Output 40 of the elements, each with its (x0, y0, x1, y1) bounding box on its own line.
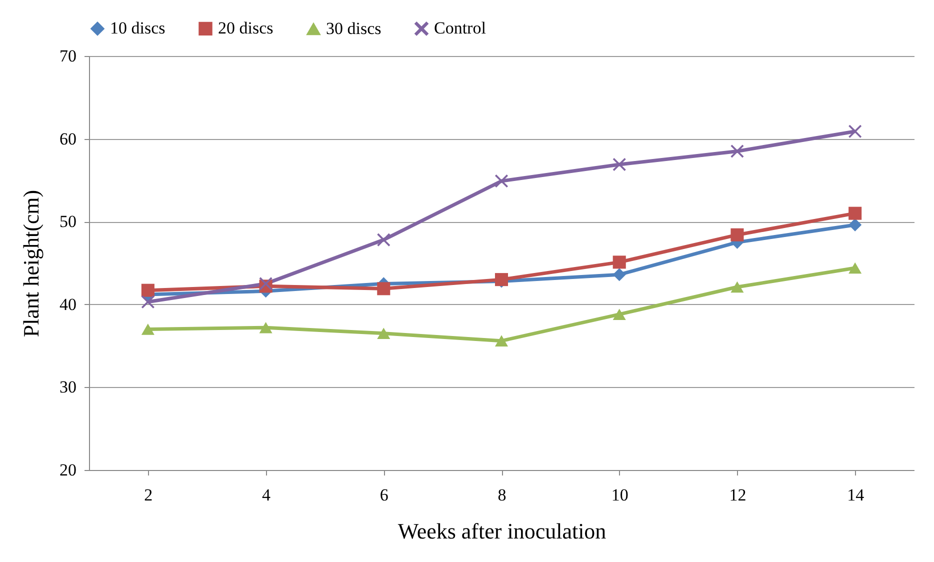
y-tick-label: 70 (60, 46, 76, 66)
point (141, 295, 154, 308)
point (730, 281, 744, 293)
point (141, 324, 154, 335)
y-tick-label: 40 (60, 294, 76, 314)
point (730, 228, 744, 242)
point (259, 277, 272, 290)
x-tick-label: 10 (611, 486, 628, 504)
point (377, 233, 390, 246)
point (848, 218, 862, 232)
point (848, 206, 862, 220)
x-tick-label: 2 (144, 486, 153, 504)
point (612, 158, 626, 171)
point (494, 335, 508, 346)
point (377, 282, 390, 296)
y-tick-label: 50 (60, 212, 76, 232)
point (612, 256, 626, 269)
point (612, 268, 626, 282)
legend-label: 20 discs (218, 18, 274, 38)
y-tick-label: 60 (60, 129, 76, 148)
x-tick-label: 8 (498, 486, 506, 504)
point (848, 262, 862, 274)
point (259, 322, 272, 334)
y-axis-title: Plant height(cm) (18, 190, 44, 338)
x-axis-title: Weeks after inoculation (398, 518, 606, 544)
point (377, 328, 390, 340)
point (848, 124, 862, 138)
x-tick-label: 12 (729, 486, 746, 504)
legend-label: Control (434, 18, 486, 38)
x-tick-label: 14 (847, 486, 865, 504)
point (141, 284, 154, 297)
y-tick-label: 20 (60, 460, 76, 480)
legend-label: 10 discs (110, 18, 166, 38)
point (494, 174, 508, 188)
x-tick-label: 6 (380, 486, 388, 504)
y-tick-label: 30 (60, 378, 76, 397)
point (730, 144, 744, 158)
point (612, 308, 626, 320)
legend-label: 30 discs (326, 19, 382, 38)
x-tick-label: 4 (262, 486, 272, 504)
